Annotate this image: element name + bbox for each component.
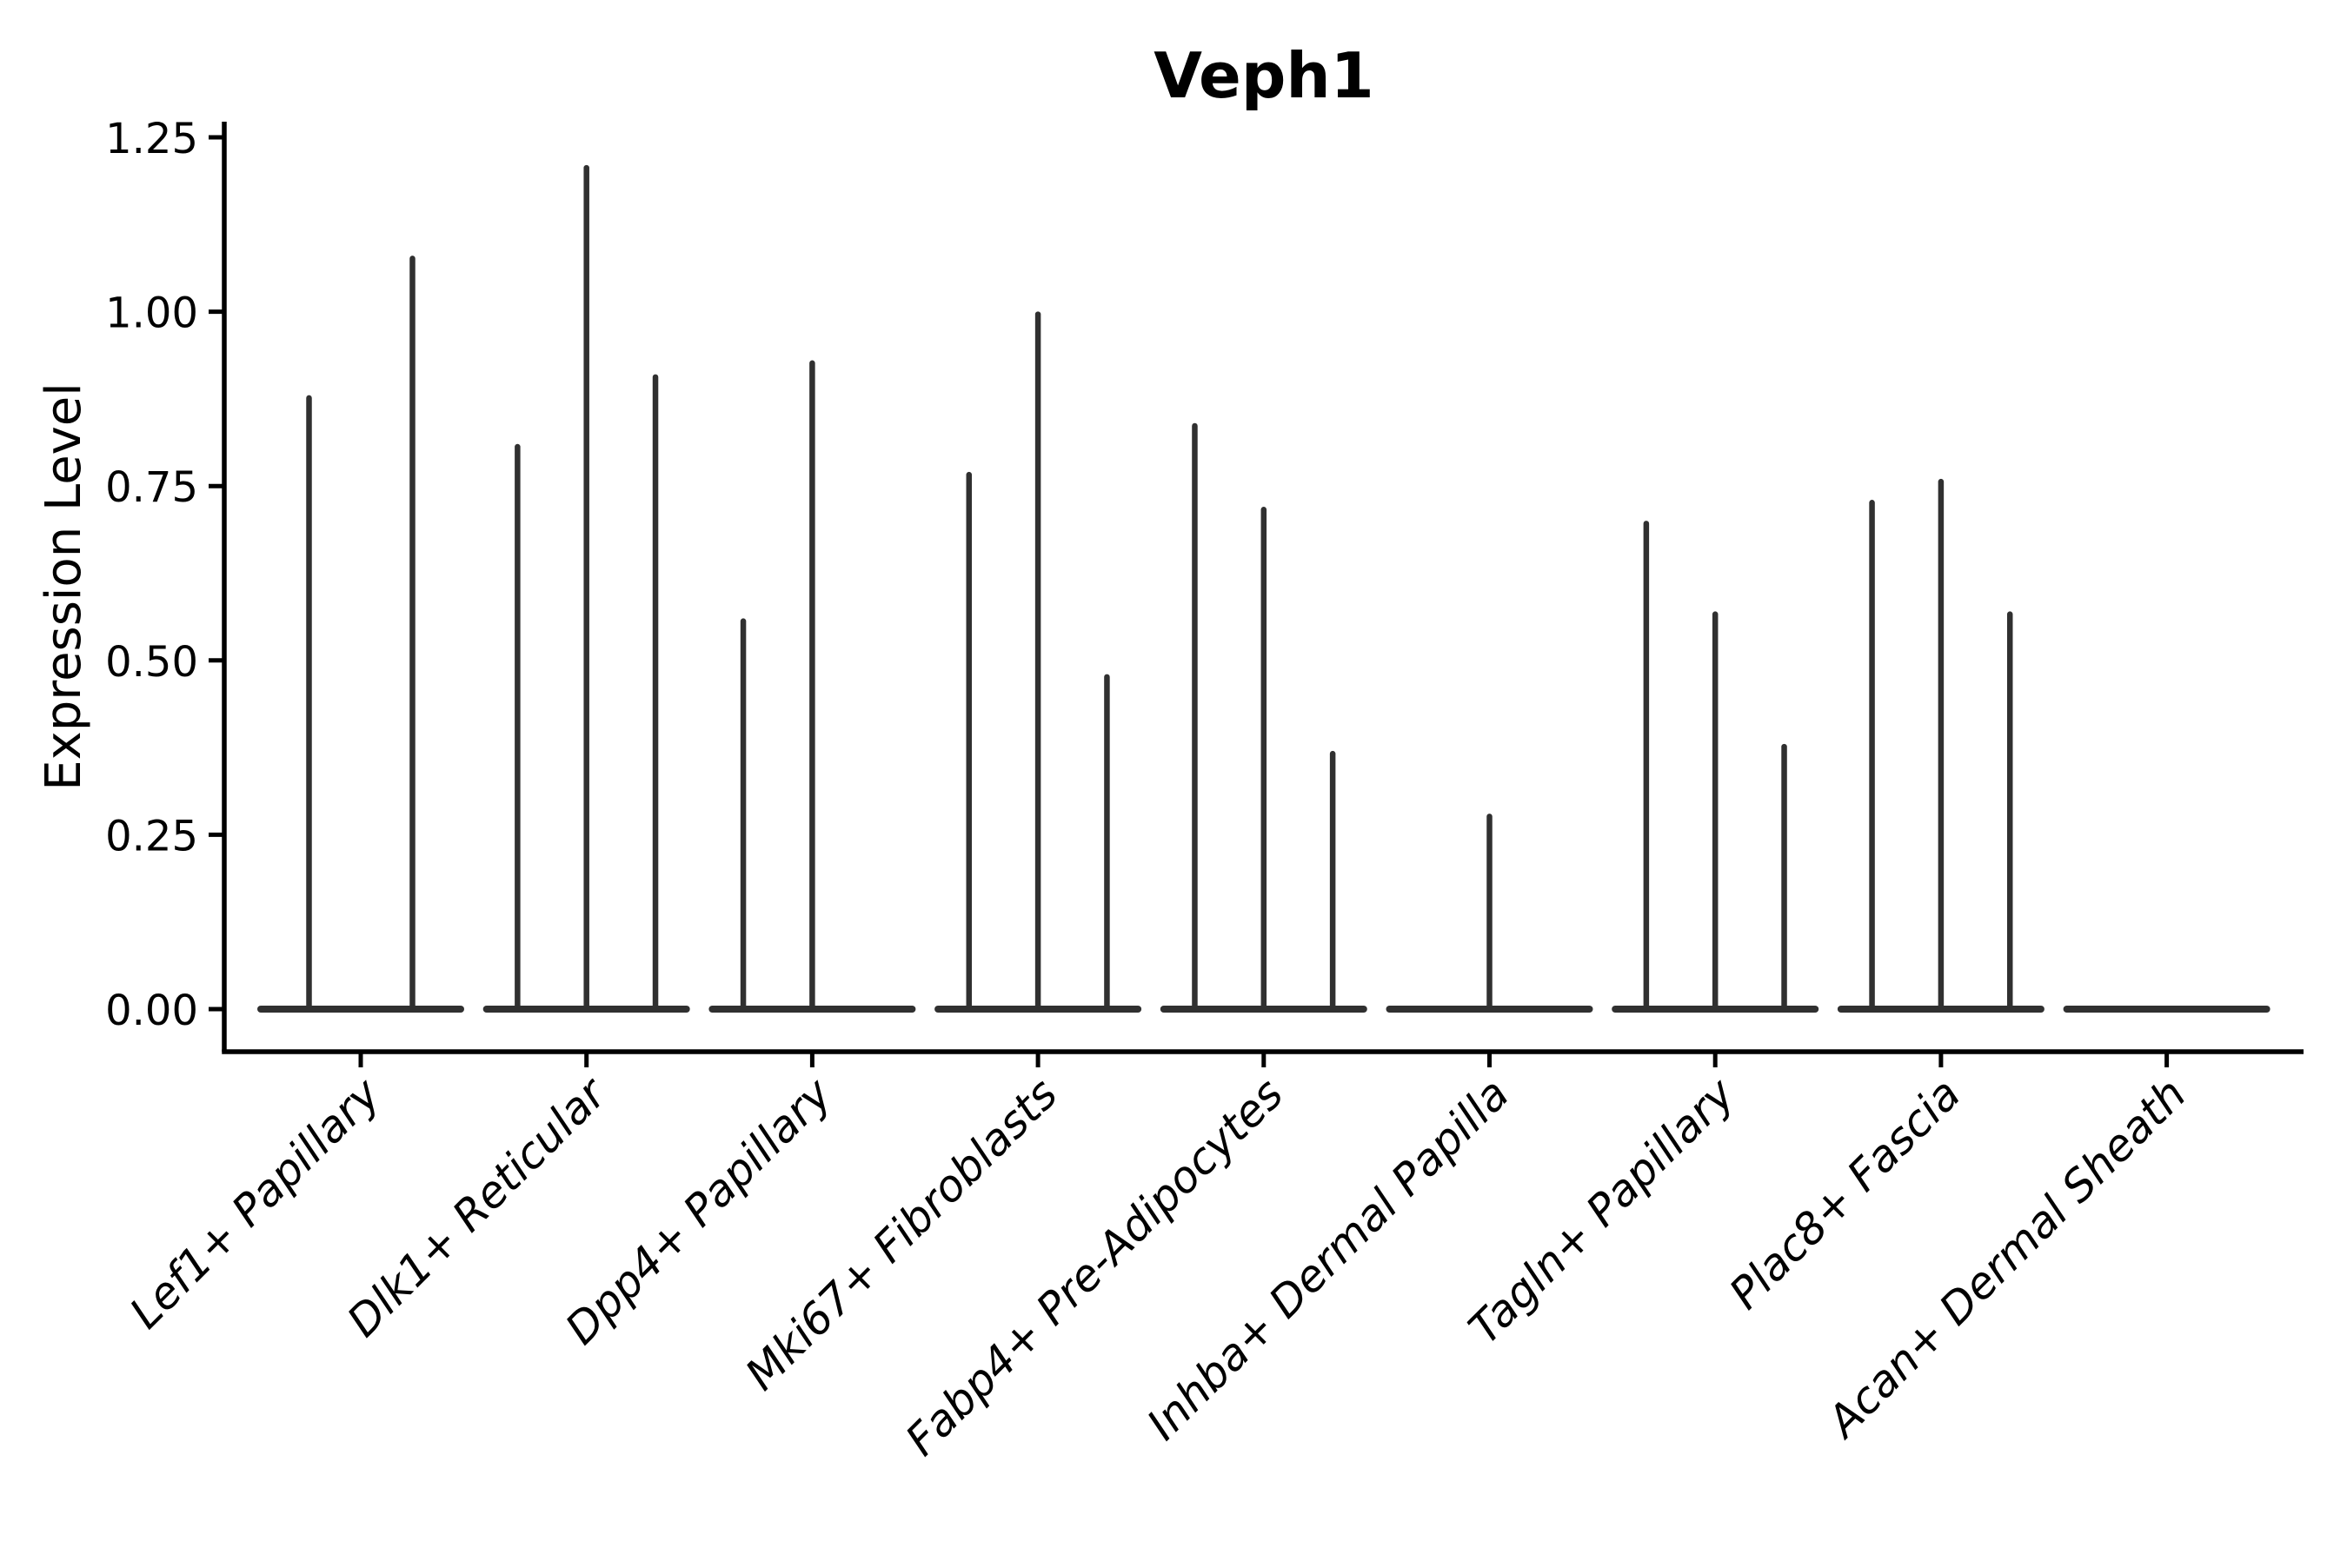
y-tick-label: 0.25 (105, 812, 198, 860)
y-tick-label: 1.00 (105, 289, 198, 338)
violin-group (934, 311, 1142, 1013)
violins-layer (257, 164, 2271, 1013)
x-tick-label: Inhba+ Dermal Papilla (1138, 1068, 1519, 1449)
violin-group (708, 360, 916, 1013)
y-tick-label: 1.25 (105, 115, 198, 163)
violin-group (257, 256, 464, 1013)
violin-group (1160, 422, 1367, 1013)
y-axis-label: Expression Level (36, 382, 92, 791)
y-tick-label: 0.00 (105, 987, 198, 1035)
chart-title: Veph1 (1154, 39, 1374, 112)
x-tick-label: Acan+ Dermal Sheath (1816, 1068, 2196, 1448)
x-tick-label: Fabp4+ Pre-Adipocytes (896, 1068, 1293, 1465)
x-tick-label: Plac8+ Fascia (1719, 1068, 1970, 1319)
y-tick-label: 0.75 (105, 463, 198, 512)
violin-group (1386, 814, 1593, 1013)
violin-group (1612, 521, 1819, 1013)
y-axis-ticks: 0.00 0.25 0.50 0.75 1.00 1.25 (105, 115, 224, 1035)
violin-group (1837, 478, 2044, 1013)
violin-group (482, 164, 690, 1013)
y-tick-label: 0.50 (105, 638, 198, 687)
